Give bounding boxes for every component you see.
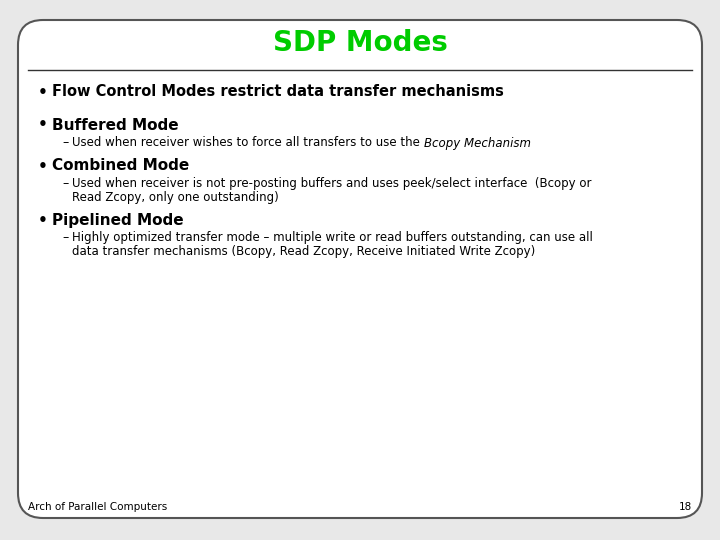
Text: –: – [62, 178, 68, 191]
Text: •: • [38, 213, 48, 227]
Text: •: • [38, 84, 48, 99]
Text: •: • [38, 118, 48, 132]
Text: Read Zcopy, only one outstanding): Read Zcopy, only one outstanding) [72, 192, 279, 205]
Text: •: • [38, 159, 48, 173]
FancyBboxPatch shape [18, 20, 702, 518]
Text: data transfer mechanisms (Bcopy, Read Zcopy, Receive Initiated Write Zcopy): data transfer mechanisms (Bcopy, Read Zc… [72, 246, 535, 259]
Text: –: – [62, 232, 68, 245]
Text: –: – [62, 137, 68, 150]
Text: 18: 18 [679, 502, 692, 512]
Text: Used when receiver wishes to force all transfers to use the: Used when receiver wishes to force all t… [72, 137, 423, 150]
Text: Flow Control Modes restrict data transfer mechanisms: Flow Control Modes restrict data transfe… [52, 84, 504, 99]
Text: Highly optimized transfer mode – multiple write or read buffers outstanding, can: Highly optimized transfer mode – multipl… [72, 232, 593, 245]
Text: Arch of Parallel Computers: Arch of Parallel Computers [28, 502, 167, 512]
Text: Bcopy Mechanism: Bcopy Mechanism [423, 137, 531, 150]
Text: Combined Mode: Combined Mode [52, 159, 189, 173]
Text: Buffered Mode: Buffered Mode [52, 118, 179, 132]
Text: Used when receiver is not pre-posting buffers and uses peek/select interface  (B: Used when receiver is not pre-posting bu… [72, 178, 592, 191]
Text: SDP Modes: SDP Modes [273, 29, 447, 57]
Text: Pipelined Mode: Pipelined Mode [52, 213, 184, 227]
